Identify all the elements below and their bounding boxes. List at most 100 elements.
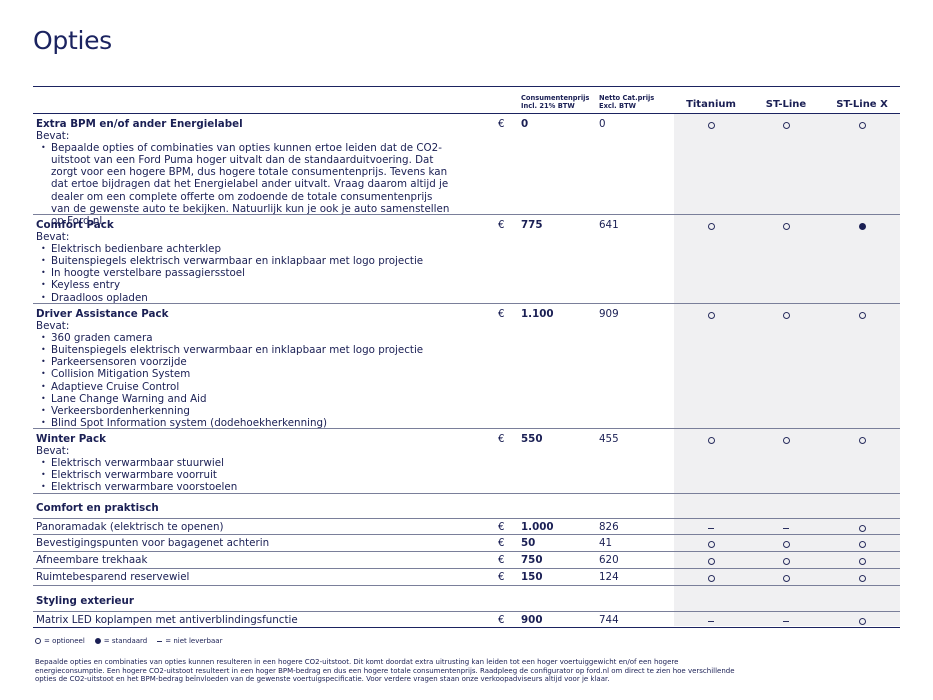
optional-icon [782,574,790,582]
not-available-icon [708,620,714,622]
pack-item: Verkeersbordenherkenning [36,405,456,417]
currency-symbol: € [498,521,505,533]
legend-optional: = optioneel [44,637,85,645]
optional-icon [707,557,715,565]
net-price: 744 [599,614,619,626]
pack-item: Elektrisch verwarmbare voorstoelen [36,481,456,493]
table-header: Consumentenprijs Incl. 21% BTW Netto Cat.… [33,86,900,114]
pack-item: Buitenspiegels elektrisch verwarmbaar en… [36,344,456,356]
legend-standard: = standaard [103,637,148,645]
option-name: Afneembare trekhaak [36,554,148,566]
standard-icon [858,222,866,230]
pack-items: Bepaalde opties of combinaties van optie… [36,142,450,227]
availability-cell [673,434,749,446]
pack-item: Collision Mitigation System [36,368,456,380]
consumer-price: 775 [521,219,543,231]
consumer-price: 150 [521,571,543,583]
pack-name: Extra BPM en/of ander Energielabel [36,118,243,130]
option-row: Ruimtebesparend reservewiel €150 124 [33,569,900,586]
availability-cell [824,119,900,131]
availability-cell [748,309,824,321]
pack-contains-label: Bevat: [36,231,70,244]
pack-item: Elektrisch verwarmbare voorruit [36,469,456,481]
pack-contains-label: Bevat: [36,130,70,143]
pack-item: Blind Spot Information system (dodehoekh… [36,417,456,429]
availability-cell [748,572,824,584]
option-name: Ruimtebesparend reservewiel [36,571,190,583]
optional-icon [858,121,866,129]
optional-icon [782,121,790,129]
optional-icon [707,121,715,129]
optional-icon [782,557,790,565]
pack-row: Extra BPM en/of ander Energielabel Bevat:… [33,114,900,227]
consumer-price: 900 [521,614,543,626]
option-row: Matrix LED koplampen met antiverblinding… [33,611,900,628]
pack-item: Draadloos opladen [36,292,456,304]
availability-cell [748,522,824,534]
availability-cell [673,309,749,321]
trim-header-titanium: Titanium [686,99,736,110]
currency-symbol: € [498,308,505,320]
option-row: Panoramadak (elektrisch te openen) €1.000… [33,518,900,535]
pack-item: Keyless entry [36,279,456,291]
net-price: 620 [599,554,619,566]
optional-icon [858,617,866,625]
optional-icon [707,540,715,548]
availability-cell [748,555,824,567]
pack-items: Elektrisch verwarmbaar stuurwielElektris… [36,457,456,493]
availability-cell [748,119,824,131]
trim-header-st-line: ST-Line [765,99,807,110]
currency-symbol: € [498,219,505,231]
optional-icon [707,311,715,319]
consumer-price: 550 [521,433,543,445]
standard-icon [94,638,101,644]
pack-name: Driver Assistance Pack [36,308,169,320]
option-row: Bevestigingspunten voor bagagenet achter… [33,535,900,552]
availability-cell [748,434,824,446]
availability-cell [673,220,749,232]
availability-cell [673,555,749,567]
pack-contains-label: Bevat: [36,320,70,333]
pack-name: Winter Pack [36,433,106,445]
legend-na: = niet leverbaar [165,637,223,645]
option-name: Panoramadak (elektrisch te openen) [36,521,224,533]
price-net-header: Netto Cat.prijs Excl. BTW [599,94,655,110]
pack-contains-label: Bevat: [36,445,70,458]
availability-cell [673,572,749,584]
pack-item: Parkeersensoren voorzijde [36,356,456,368]
optional-icon [858,436,866,444]
net-price: 826 [599,521,619,533]
availability-cell [673,119,749,131]
pack-item: In hoogte verstelbare passagiersstoel [36,267,456,279]
availability-cell [748,615,824,627]
availability-cell [748,220,824,232]
not-available-icon [708,527,714,529]
availability-cell [748,538,824,550]
consumer-price: 750 [521,554,543,566]
pack-item: Elektrisch bedienbare achterklep [36,243,456,255]
optional-icon [858,574,866,582]
availability-cell [824,434,900,446]
consumer-price: 0 [521,118,529,130]
pack-name: Comfort Pack [36,219,114,231]
section-title: Comfort en praktisch [36,502,159,514]
optional-icon [782,311,790,319]
availability-cell [824,220,900,232]
optional-icon [707,436,715,444]
page-title: Opties [33,26,112,55]
not-available-icon [157,640,163,642]
availability-cell [824,309,900,321]
optional-icon [858,524,866,532]
currency-symbol: € [498,118,505,130]
availability-cell [824,572,900,584]
option-row: Afneembare trekhaak €750 620 [33,552,900,569]
trim-header-st-line-x: ST-Line X [836,99,888,110]
price-incl-header: Consumentenprijs Incl. 21% BTW [521,94,590,110]
optional-icon [858,540,866,548]
availability-cell [824,522,900,534]
optional-icon [35,638,41,644]
